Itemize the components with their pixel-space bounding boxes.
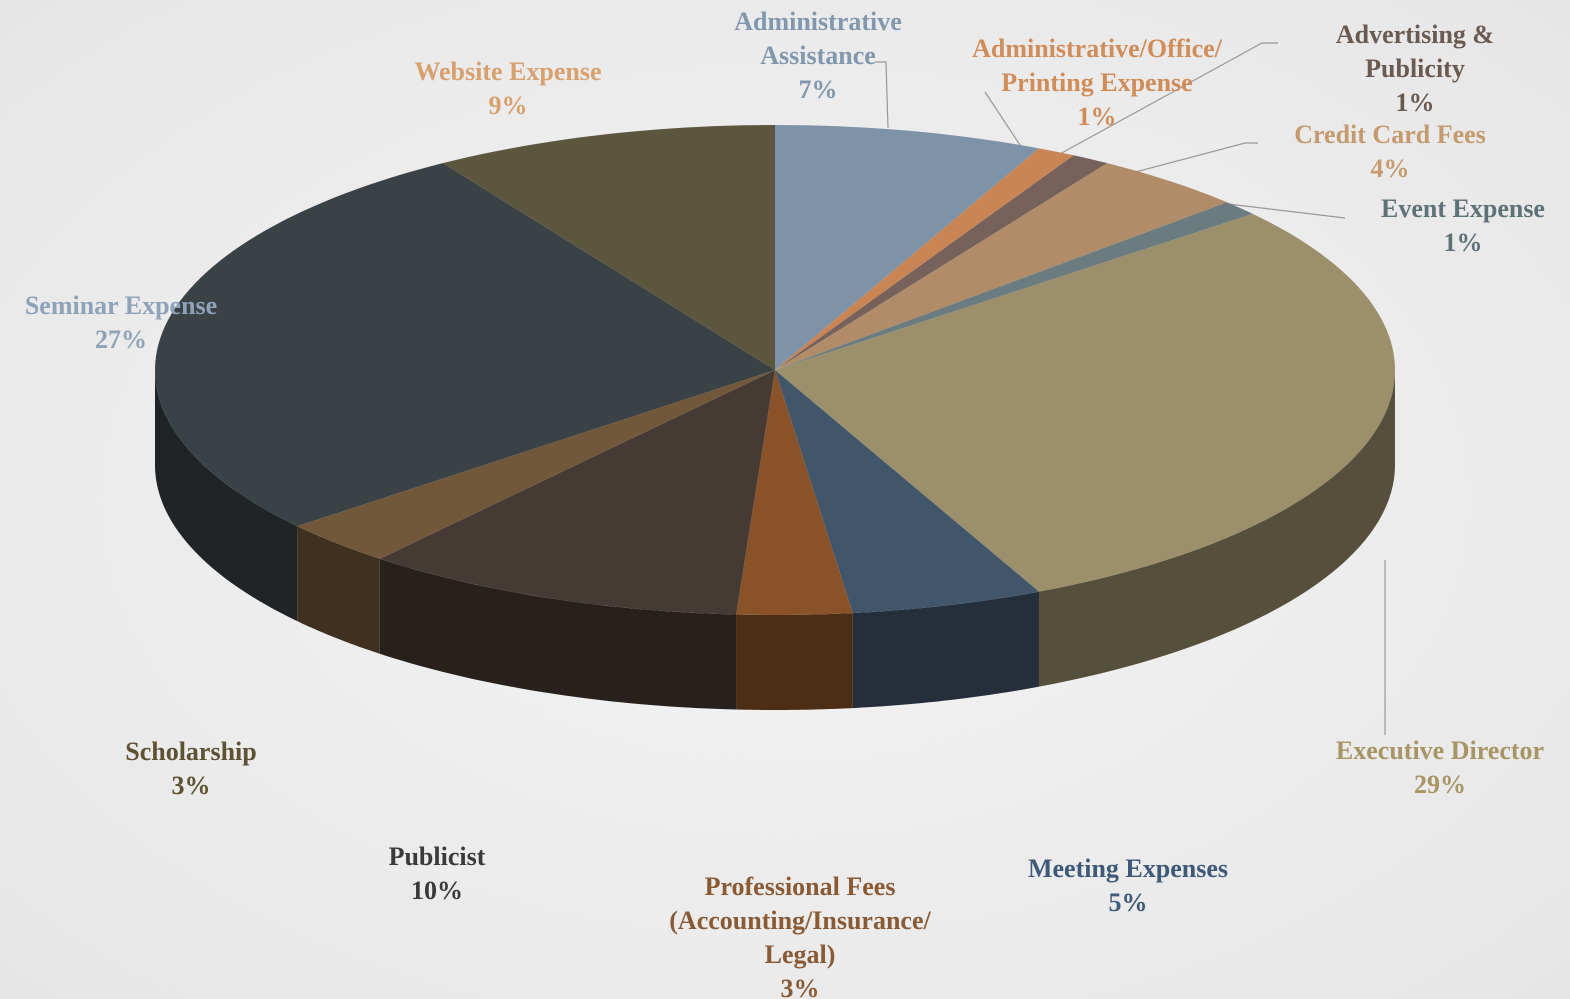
slice-side: [155, 370, 298, 622]
category-label: Seminar Expense: [24, 291, 218, 320]
data-label: Publicist 10%: [362, 840, 512, 908]
slice-side: [379, 558, 737, 710]
value-label: 27%: [95, 325, 147, 354]
leader-line: [875, 61, 889, 129]
value-label: 10%: [411, 876, 463, 905]
data-label: Event Expense 1%: [1353, 192, 1570, 260]
data-label: Website Expense 9%: [388, 55, 628, 123]
leader-line: [1057, 42, 1278, 156]
slice-side: [297, 526, 380, 654]
value-label: 7%: [798, 75, 838, 104]
category-label: Publicist: [388, 842, 486, 871]
pie-tops: [155, 125, 1395, 615]
data-label: Seminar Expense 27%: [1, 289, 241, 357]
category-label: Scholarship: [125, 737, 257, 766]
slice-side: [1038, 370, 1395, 687]
value-label: 9%: [488, 91, 528, 120]
value-label: 3%: [780, 974, 820, 999]
category-label: Credit Card Fees: [1294, 120, 1486, 149]
slice: [775, 370, 1039, 614]
data-label: Administrative/Office/ Printing Expense 1…: [952, 32, 1242, 134]
category-label: Event Expense: [1381, 194, 1545, 223]
slice: [775, 125, 1039, 370]
value-label: 1%: [1077, 102, 1117, 131]
slice: [775, 148, 1074, 370]
slice-side: [736, 613, 853, 710]
data-label: Advertising & Publicity 1%: [1320, 18, 1510, 120]
pie-sides: [155, 370, 1395, 710]
data-label: Executive Director 29%: [1310, 734, 1570, 802]
category-label: Administrative/Office/ Printing Expense: [972, 34, 1222, 97]
slice: [297, 370, 775, 559]
data-label: Administrative Assistance 7%: [718, 5, 918, 107]
value-label: 3%: [171, 771, 211, 800]
category-label: Website Expense: [414, 57, 602, 86]
data-label: Meeting Expenses 5%: [998, 852, 1258, 920]
category-label: Professional Fees (Accounting/Insurance/…: [669, 872, 931, 969]
leader-line: [1127, 142, 1258, 175]
slice: [442, 125, 775, 370]
leader-lines: [875, 42, 1386, 735]
value-label: 5%: [1108, 888, 1148, 917]
data-label: Credit Card Fees 4%: [1260, 118, 1520, 186]
slice: [775, 163, 1227, 370]
category-label: Meeting Expenses: [1027, 854, 1229, 883]
value-label: 29%: [1414, 770, 1466, 799]
category-label: Executive Director: [1335, 736, 1545, 765]
value-label: 1%: [1443, 228, 1483, 257]
slice-side: [852, 591, 1039, 709]
leader-line: [984, 91, 1021, 146]
category-label: Administrative Assistance: [734, 7, 902, 70]
slice: [775, 202, 1253, 370]
value-label: 4%: [1370, 154, 1410, 183]
slice: [775, 213, 1395, 592]
value-label: 1%: [1395, 88, 1435, 117]
slice: [379, 370, 775, 615]
category-label: Advertising & Publicity: [1335, 20, 1495, 83]
data-label: Professional Fees (Accounting/Insurance/…: [640, 870, 960, 999]
slice: [155, 163, 775, 527]
slice: [775, 155, 1108, 370]
data-label: Scholarship 3%: [106, 735, 276, 803]
slice: [736, 370, 853, 615]
